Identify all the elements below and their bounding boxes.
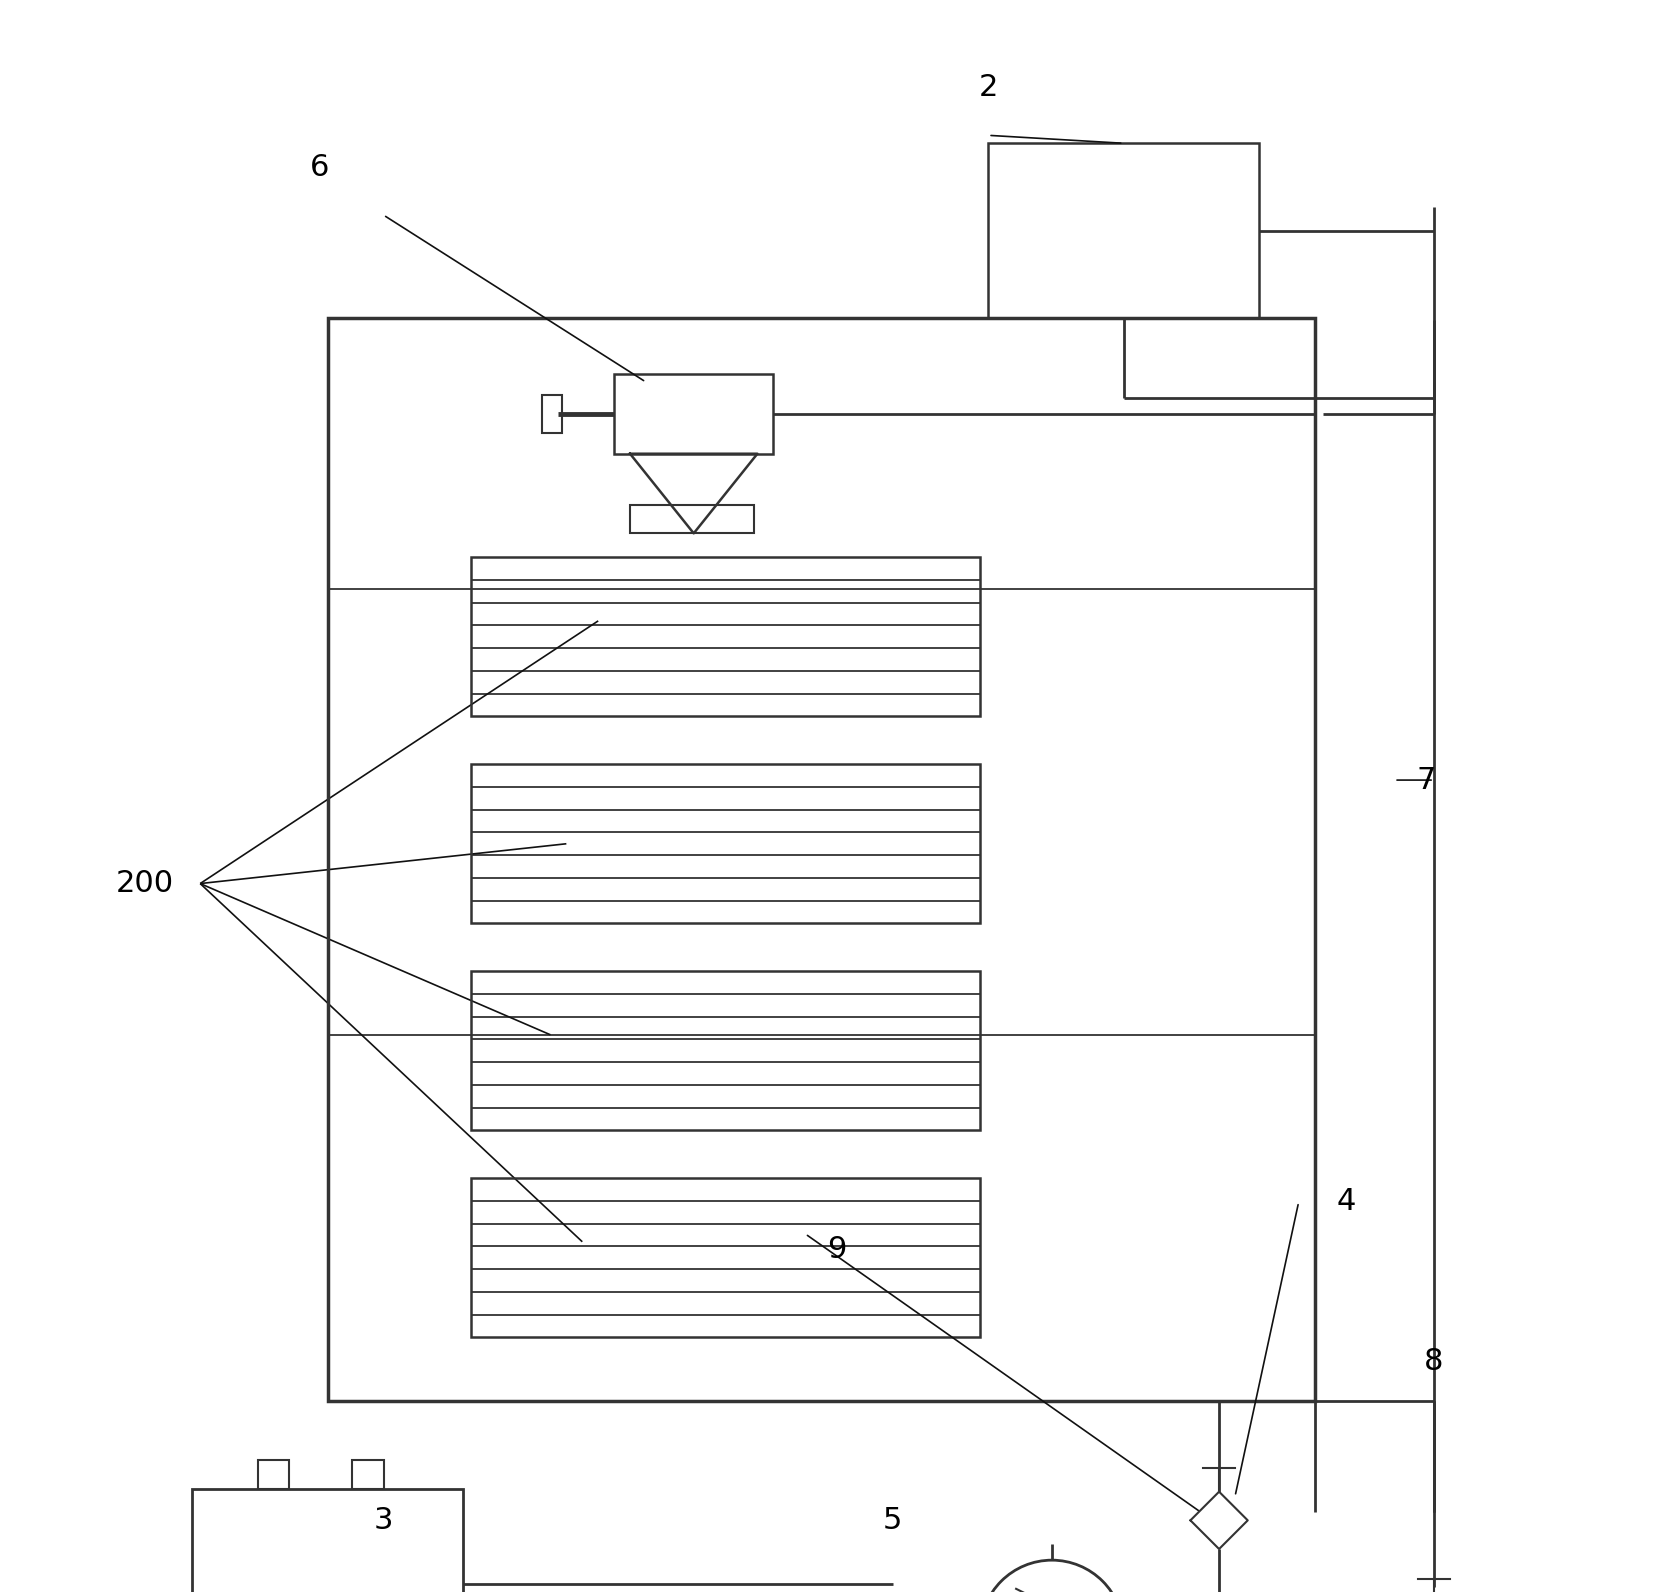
Bar <box>351 1460 383 1489</box>
Bar <box>629 505 755 533</box>
Bar <box>987 143 1258 318</box>
Text: 3: 3 <box>373 1506 393 1535</box>
Bar <box>258 1460 289 1489</box>
Bar <box>470 971 980 1130</box>
Bar <box>542 395 560 433</box>
Text: 8: 8 <box>1424 1347 1442 1375</box>
Bar <box>470 764 980 923</box>
Text: 7: 7 <box>1415 766 1435 794</box>
Bar <box>470 1178 980 1337</box>
Text: 9: 9 <box>826 1235 847 1264</box>
Text: 2: 2 <box>979 73 997 102</box>
Bar <box>614 374 773 454</box>
Text: 4: 4 <box>1337 1188 1355 1216</box>
Bar <box>470 557 980 716</box>
Text: 5: 5 <box>882 1506 902 1535</box>
Bar <box>328 318 1313 1401</box>
Text: 200: 200 <box>115 869 174 898</box>
Bar <box>192 1489 463 1592</box>
Text: 6: 6 <box>310 153 330 181</box>
Polygon shape <box>1190 1492 1246 1549</box>
